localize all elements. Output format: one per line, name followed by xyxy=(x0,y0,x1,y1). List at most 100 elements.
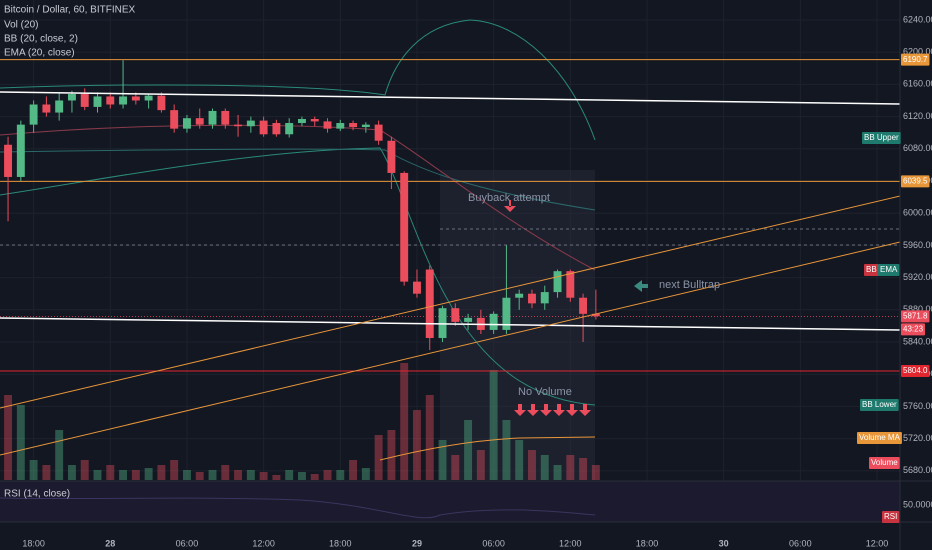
volume-bar xyxy=(361,468,370,480)
volume-bar xyxy=(234,470,243,480)
candle-body xyxy=(131,96,140,101)
volume-bar xyxy=(515,440,524,480)
y-tick-label: 6120.00 xyxy=(903,111,932,121)
volume-bar xyxy=(285,470,294,480)
volume-bar xyxy=(413,410,421,480)
candle-body xyxy=(272,123,281,135)
candle-body xyxy=(297,118,306,124)
arrow-row xyxy=(514,404,591,416)
tag-label: Volume MA xyxy=(859,433,901,442)
volume-bar xyxy=(106,465,115,480)
x-tick-label: 12:00 xyxy=(559,538,582,548)
x-tick-label: 06:00 xyxy=(482,538,505,548)
tag xyxy=(878,264,900,276)
volume-bar xyxy=(566,455,575,480)
trend-line xyxy=(0,317,901,331)
candle-body xyxy=(182,118,191,129)
volume-bar xyxy=(540,455,549,480)
candle-body xyxy=(195,118,204,125)
candle-body xyxy=(528,293,536,304)
x-tick-label: 30 xyxy=(719,538,729,548)
y-tick-label: 5960.00 xyxy=(903,240,932,250)
tag-label: RSI xyxy=(884,512,897,521)
candle-body xyxy=(144,95,153,101)
candle-body xyxy=(246,120,255,127)
annotation: No Volume xyxy=(518,386,572,398)
volume-bar xyxy=(374,435,383,480)
volume-bar xyxy=(323,470,332,480)
indicator-legend: Vol (20) xyxy=(4,20,38,31)
candle-body xyxy=(336,123,345,129)
volume-bar xyxy=(67,465,76,480)
x-tick-label: 06:00 xyxy=(789,538,812,548)
tag-label: 6039.5 xyxy=(903,176,928,185)
candle-body xyxy=(106,96,115,105)
annotation: Buyback attempt xyxy=(468,192,550,204)
candle-body xyxy=(515,293,524,298)
candle-body xyxy=(540,292,549,304)
volume-bar xyxy=(42,465,51,480)
tag-label: EMA xyxy=(880,265,898,274)
candle-body xyxy=(42,104,51,113)
arrow-left xyxy=(634,280,648,292)
candle-body xyxy=(310,118,319,122)
volume-bar xyxy=(387,430,396,480)
volume-bar xyxy=(131,470,140,480)
volume-bar xyxy=(29,460,38,480)
y-tick-label: 5680.00 xyxy=(903,465,932,475)
y-tick-label: 5760.00 xyxy=(903,401,932,411)
volume-bar xyxy=(502,420,511,480)
trend-line xyxy=(0,195,901,409)
tag-label: 5871.8 xyxy=(903,312,928,321)
x-tick-label: 12:00 xyxy=(866,538,889,548)
candle-body xyxy=(361,124,370,128)
candle-body xyxy=(285,123,294,135)
x-tick-label: 18:00 xyxy=(329,538,352,548)
candle-body xyxy=(566,271,575,298)
candle-body xyxy=(591,313,600,317)
candle-body xyxy=(553,271,562,293)
candle-body xyxy=(221,110,230,125)
candle-body xyxy=(170,110,179,129)
volume-bar xyxy=(221,465,230,480)
candle-body xyxy=(413,281,421,294)
y-tick-label: 6240.00 xyxy=(903,14,932,24)
volume-bar xyxy=(349,460,358,480)
volume-bar xyxy=(553,465,562,480)
volume-bar xyxy=(144,468,153,480)
volume-bar xyxy=(119,470,128,480)
volume-bar xyxy=(16,405,25,480)
candle-body xyxy=(387,140,396,173)
volume-bar xyxy=(170,460,179,480)
tag-label: BB xyxy=(866,265,877,274)
volume-bar xyxy=(93,470,102,480)
tag-label: Volume xyxy=(871,458,898,467)
rsi-line xyxy=(0,497,596,519)
trend-line xyxy=(0,241,901,456)
candle-body xyxy=(29,104,38,125)
x-tick-label: 18:00 xyxy=(636,538,659,548)
volume-bar xyxy=(425,395,434,480)
candle-body xyxy=(323,121,332,129)
candle-body xyxy=(438,308,447,338)
y-tick-label: 5920.00 xyxy=(903,272,932,282)
tag xyxy=(882,511,900,523)
x-tick-label: 06:00 xyxy=(176,538,199,548)
volume-bar xyxy=(400,363,409,480)
candle-body xyxy=(234,124,243,127)
y-tick-label: 6160.00 xyxy=(903,79,932,89)
candle-body xyxy=(93,96,102,107)
levels xyxy=(0,59,900,372)
volume-bar xyxy=(55,430,64,480)
bb-upper xyxy=(0,19,596,141)
volume-bar xyxy=(591,465,600,480)
y-tick-label: 6000.00 xyxy=(903,208,932,218)
y-tick-label: 5880.00 xyxy=(903,304,932,314)
indicator-legend: EMA (20, close) xyxy=(4,48,75,59)
volume-bar xyxy=(208,470,217,480)
y-tick-label: 5720.00 xyxy=(903,433,932,443)
x-tick-label: 29 xyxy=(412,538,422,548)
bb-basis xyxy=(0,148,596,211)
candle-body xyxy=(349,123,358,128)
rsi-legend: RSI (14, close) xyxy=(4,489,70,500)
